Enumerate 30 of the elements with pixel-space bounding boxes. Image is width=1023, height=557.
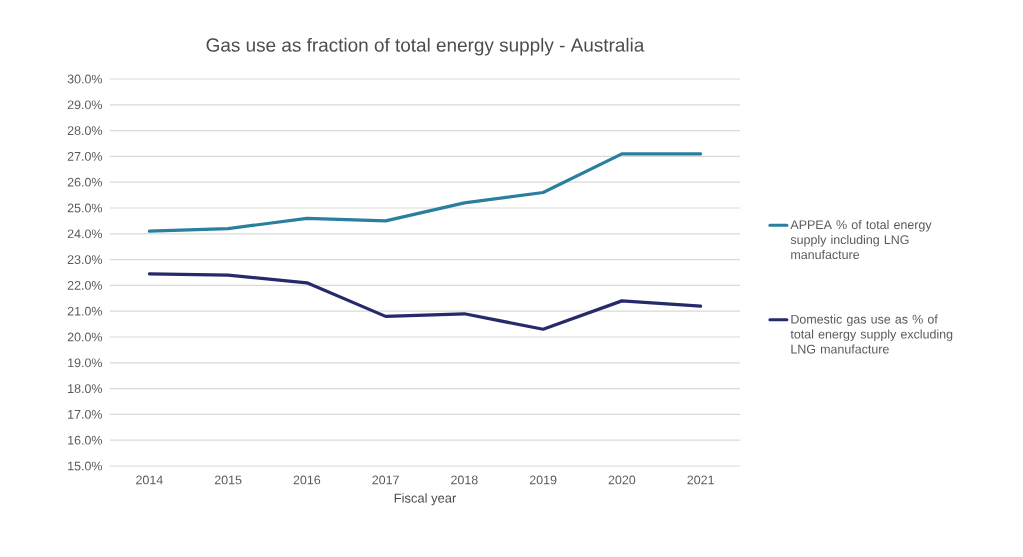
y-tick-label: 30.0% <box>67 74 103 84</box>
y-tick-label: 18.0% <box>68 384 103 394</box>
line-series <box>147 272 703 331</box>
x-tick-label: 2016 <box>293 475 321 485</box>
x-tick-label: 2020 <box>608 475 636 485</box>
x-tick-label: 2014 <box>136 475 163 485</box>
line-series <box>147 152 703 233</box>
x-tick-label: 2015 <box>214 475 242 485</box>
y-tick-label: 21.0% <box>67 306 103 316</box>
y-tick-label: 26.0% <box>67 177 103 187</box>
legend-label: APPEA % of total energy supply including LNG manufacture <box>790 219 932 260</box>
y-tick-label: 23.0% <box>67 255 103 265</box>
legend-label: Domestic gas use as % of total energy supply excluding LNG manufacture <box>790 314 953 354</box>
y-tick-label: 25.0% <box>67 203 103 213</box>
y-tick-label: 17.0% <box>68 410 103 419</box>
y-tick-label: 20.0% <box>67 332 103 342</box>
x-tick-label: 2021 <box>687 475 714 485</box>
y-tick-label: 15.0% <box>68 461 103 471</box>
chart-title: Gas use as fraction of total energy supply - Australia <box>206 37 645 56</box>
y-tick-label: 19.0% <box>68 358 103 368</box>
y-tick-label: 16.0% <box>68 435 103 445</box>
y-tick-label: 22.0% <box>67 281 103 290</box>
x-tick-label: 2018 <box>451 475 478 485</box>
x-tick-label: 2019 <box>529 475 557 485</box>
y-tick-label: 24.0% <box>67 229 103 239</box>
y-tick-label: 28.0% <box>67 126 103 136</box>
x-axis-title: Fiscal year <box>394 493 457 506</box>
x-tick-label: 2017 <box>372 475 399 485</box>
y-tick-label: 27.0% <box>67 152 103 161</box>
y-tick-label: 29.0% <box>67 100 103 110</box>
